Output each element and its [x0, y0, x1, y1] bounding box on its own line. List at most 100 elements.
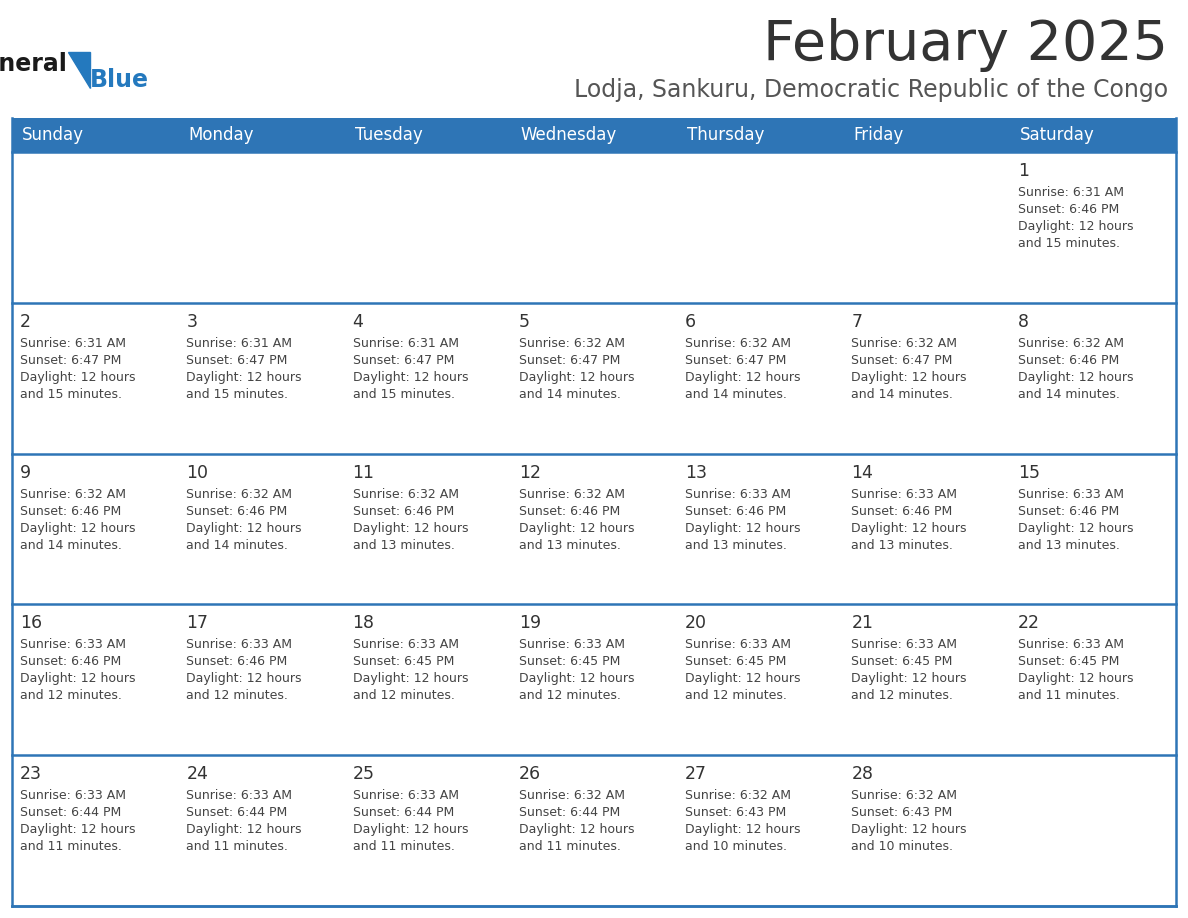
Bar [1010, 152, 1176, 303]
Text: Sunset: 6:46 PM: Sunset: 6:46 PM [1018, 353, 1119, 367]
Text: Daylight: 12 hours: Daylight: 12 hours [852, 672, 967, 686]
Text: 19: 19 [519, 614, 541, 633]
Text: Friday: Friday [853, 126, 904, 144]
Text: Sunrise: 6:32 AM: Sunrise: 6:32 AM [852, 337, 958, 350]
Text: and 14 minutes.: and 14 minutes. [685, 387, 786, 401]
Text: 5: 5 [519, 313, 530, 330]
Text: Daylight: 12 hours: Daylight: 12 hours [187, 823, 302, 836]
Text: and 12 minutes.: and 12 minutes. [685, 689, 786, 702]
Text: Sunrise: 6:32 AM: Sunrise: 6:32 AM [519, 487, 625, 500]
Text: 14: 14 [852, 464, 873, 482]
Text: Daylight: 12 hours: Daylight: 12 hours [685, 823, 801, 836]
Text: Daylight: 12 hours: Daylight: 12 hours [187, 672, 302, 686]
Text: 12: 12 [519, 464, 541, 482]
Text: Sunrise: 6:32 AM: Sunrise: 6:32 AM [519, 337, 625, 350]
Polygon shape [68, 52, 90, 88]
Text: Daylight: 12 hours: Daylight: 12 hours [20, 371, 135, 384]
Text: 2: 2 [20, 313, 31, 330]
Bar [345, 604, 511, 756]
Text: Sunrise: 6:33 AM: Sunrise: 6:33 AM [1018, 638, 1124, 652]
Text: 17: 17 [187, 614, 208, 633]
Text: and 12 minutes.: and 12 minutes. [519, 689, 621, 702]
Bar [178, 604, 345, 756]
Text: 28: 28 [852, 766, 873, 783]
Text: Wednesday: Wednesday [520, 126, 617, 144]
Bar [345, 756, 511, 906]
Text: Daylight: 12 hours: Daylight: 12 hours [353, 672, 468, 686]
Text: and 15 minutes.: and 15 minutes. [353, 387, 455, 401]
Text: Sunset: 6:46 PM: Sunset: 6:46 PM [20, 505, 121, 518]
Bar [677, 604, 843, 756]
Text: Sunset: 6:43 PM: Sunset: 6:43 PM [685, 806, 786, 819]
Text: and 14 minutes.: and 14 minutes. [1018, 387, 1119, 401]
Text: and 10 minutes.: and 10 minutes. [685, 840, 788, 853]
Text: 8: 8 [1018, 313, 1029, 330]
Text: Blue: Blue [90, 68, 148, 92]
Text: Daylight: 12 hours: Daylight: 12 hours [20, 823, 135, 836]
Text: 4: 4 [353, 313, 364, 330]
Text: Sunset: 6:46 PM: Sunset: 6:46 PM [852, 505, 953, 518]
Text: Sunrise: 6:33 AM: Sunrise: 6:33 AM [519, 638, 625, 652]
Text: Daylight: 12 hours: Daylight: 12 hours [353, 521, 468, 534]
Text: Tuesday: Tuesday [354, 126, 422, 144]
Text: 24: 24 [187, 766, 208, 783]
Text: Sunset: 6:45 PM: Sunset: 6:45 PM [519, 655, 620, 668]
Text: Saturday: Saturday [1019, 126, 1094, 144]
Text: 11: 11 [353, 464, 374, 482]
Bar [677, 303, 843, 453]
Text: and 11 minutes.: and 11 minutes. [20, 840, 122, 853]
Bar [12, 152, 178, 303]
Text: 25: 25 [353, 766, 374, 783]
Text: Sunset: 6:43 PM: Sunset: 6:43 PM [852, 806, 953, 819]
Text: Daylight: 12 hours: Daylight: 12 hours [1018, 220, 1133, 233]
Text: and 14 minutes.: and 14 minutes. [187, 539, 289, 552]
Bar [843, 756, 1010, 906]
Text: Daylight: 12 hours: Daylight: 12 hours [1018, 672, 1133, 686]
Text: Sunrise: 6:33 AM: Sunrise: 6:33 AM [353, 789, 459, 802]
Text: and 11 minutes.: and 11 minutes. [1018, 689, 1119, 702]
Text: Sunset: 6:44 PM: Sunset: 6:44 PM [20, 806, 121, 819]
Text: and 12 minutes.: and 12 minutes. [187, 689, 289, 702]
Text: Thursday: Thursday [687, 126, 765, 144]
Text: Daylight: 12 hours: Daylight: 12 hours [353, 371, 468, 384]
Text: Daylight: 12 hours: Daylight: 12 hours [519, 521, 634, 534]
Text: February 2025: February 2025 [763, 18, 1168, 72]
Text: Daylight: 12 hours: Daylight: 12 hours [685, 371, 801, 384]
Bar [1010, 756, 1176, 906]
Text: Sunrise: 6:33 AM: Sunrise: 6:33 AM [20, 638, 126, 652]
Text: Sunrise: 6:33 AM: Sunrise: 6:33 AM [187, 789, 292, 802]
Text: Sunset: 6:45 PM: Sunset: 6:45 PM [1018, 655, 1119, 668]
Text: 15: 15 [1018, 464, 1040, 482]
Bar [511, 453, 677, 604]
Text: Sunset: 6:46 PM: Sunset: 6:46 PM [519, 505, 620, 518]
Bar [1010, 604, 1176, 756]
Text: Sunset: 6:46 PM: Sunset: 6:46 PM [685, 505, 786, 518]
Text: Sunrise: 6:32 AM: Sunrise: 6:32 AM [353, 487, 459, 500]
Text: Sunset: 6:47 PM: Sunset: 6:47 PM [519, 353, 620, 367]
Text: and 12 minutes.: and 12 minutes. [20, 689, 122, 702]
Bar [12, 604, 178, 756]
Text: Sunset: 6:46 PM: Sunset: 6:46 PM [187, 655, 287, 668]
Text: General: General [0, 52, 68, 76]
Text: Monday: Monday [188, 126, 254, 144]
Text: 18: 18 [353, 614, 374, 633]
Text: 26: 26 [519, 766, 541, 783]
Text: Sunrise: 6:33 AM: Sunrise: 6:33 AM [1018, 487, 1124, 500]
Text: Sunset: 6:44 PM: Sunset: 6:44 PM [187, 806, 287, 819]
Text: 1: 1 [1018, 162, 1029, 180]
Text: Sunrise: 6:31 AM: Sunrise: 6:31 AM [20, 337, 126, 350]
Text: and 14 minutes.: and 14 minutes. [20, 539, 122, 552]
Text: Daylight: 12 hours: Daylight: 12 hours [519, 672, 634, 686]
Text: and 14 minutes.: and 14 minutes. [852, 387, 953, 401]
Text: 10: 10 [187, 464, 208, 482]
Text: Daylight: 12 hours: Daylight: 12 hours [1018, 371, 1133, 384]
Text: Sunrise: 6:31 AM: Sunrise: 6:31 AM [353, 337, 459, 350]
Bar [178, 152, 345, 303]
Text: Sunrise: 6:32 AM: Sunrise: 6:32 AM [685, 337, 791, 350]
Bar [843, 453, 1010, 604]
Text: and 12 minutes.: and 12 minutes. [852, 689, 953, 702]
Bar [677, 756, 843, 906]
Text: Sunrise: 6:33 AM: Sunrise: 6:33 AM [685, 638, 791, 652]
Text: and 10 minutes.: and 10 minutes. [852, 840, 954, 853]
Text: Sunrise: 6:31 AM: Sunrise: 6:31 AM [187, 337, 292, 350]
